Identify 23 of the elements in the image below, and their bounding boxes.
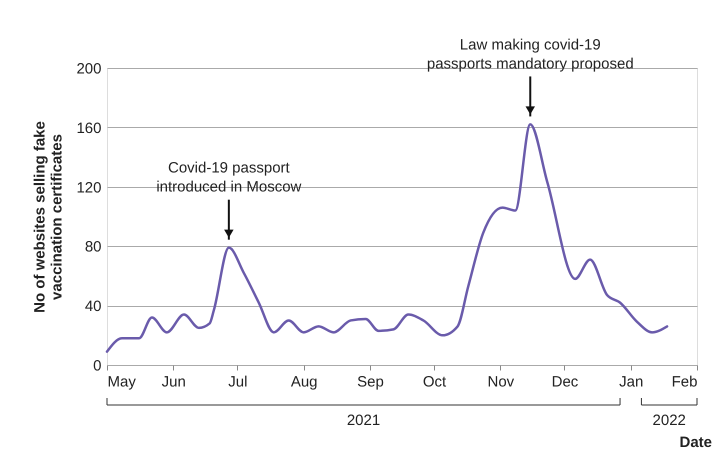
x-axis-title: Date bbox=[679, 434, 712, 451]
y-tick-label: 80 bbox=[84, 238, 102, 256]
x-tick-label: May bbox=[108, 374, 136, 390]
text: 2021 bbox=[346, 412, 380, 429]
y-tick-label: 200 bbox=[76, 60, 102, 78]
y-tick-label: 0 bbox=[93, 358, 102, 374]
text: 2022 bbox=[652, 412, 686, 429]
y-tick-label: 120 bbox=[76, 179, 102, 196]
y-tick-label: 160 bbox=[76, 120, 102, 137]
annotation: Law making covid-19 passports mandatory proposed bbox=[426, 36, 634, 72]
x-tick-label: Feb bbox=[672, 374, 698, 390]
y-axis-title: No of websites selling fake vaccination certificates bbox=[31, 121, 66, 313]
x-tick-label: Sep bbox=[357, 374, 384, 390]
annotation: Covid-19 passport introduced in Moscow bbox=[156, 160, 302, 196]
x-tick-label: Jan bbox=[619, 374, 644, 390]
x-tick-label: Jul bbox=[228, 374, 248, 390]
y-tick-label: 40 bbox=[84, 298, 102, 316]
x-tick-label: Dec bbox=[552, 374, 579, 390]
x-tick-label: Aug bbox=[290, 374, 318, 390]
x-tick-label: Nov bbox=[487, 374, 515, 390]
x-tick-label: Oct bbox=[422, 374, 448, 390]
x-tick-label: Jun bbox=[162, 374, 186, 390]
line-series bbox=[106, 123, 668, 353]
